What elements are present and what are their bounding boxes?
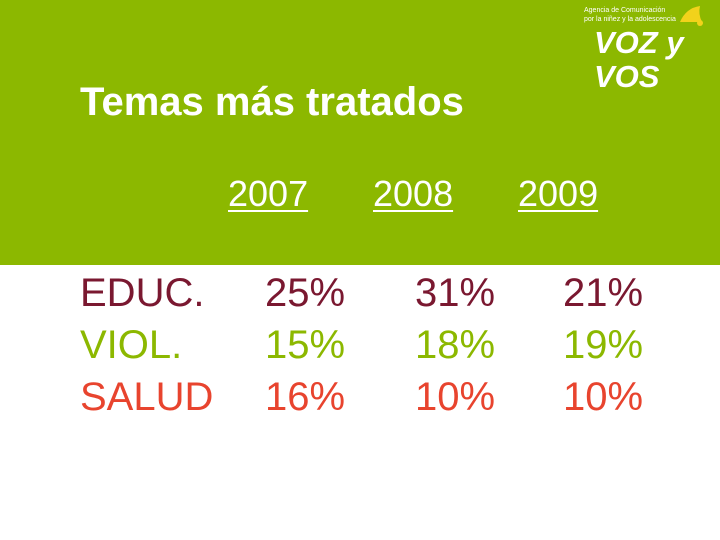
cell-salud-2007: 16%: [265, 375, 346, 419]
cell-viol-2007: 15%: [265, 323, 346, 367]
cell-salud-2009: 10%: [563, 375, 644, 419]
row-label-salud: SALUD: [80, 375, 214, 419]
year-header-2009: 2009: [518, 173, 599, 214]
logo-tagline: Agencia de Comunicación por la niñez y l…: [584, 7, 676, 23]
page-title: Temas más tratados: [80, 80, 464, 124]
year-header-2008: 2008: [373, 173, 454, 214]
cell-educ-2007: 25%: [265, 271, 346, 315]
header-band: [0, 0, 720, 265]
cell-educ-2008: 31%: [415, 271, 496, 315]
bell-icon: [680, 6, 703, 26]
cell-viol-2008: 18%: [415, 323, 496, 367]
row-label-educ: EDUC.: [80, 271, 205, 315]
row-label-viol: VIOL.: [80, 323, 183, 367]
cell-salud-2008: 10%: [415, 375, 496, 419]
cell-educ-2009: 21%: [563, 271, 644, 315]
year-header-2007: 2007: [228, 173, 309, 214]
logo: Agencia de Comunicación por la niñez y l…: [584, 6, 714, 94]
cell-viol-2009: 19%: [563, 323, 644, 367]
logo-wordmark: VOZ y VOS: [594, 25, 684, 94]
